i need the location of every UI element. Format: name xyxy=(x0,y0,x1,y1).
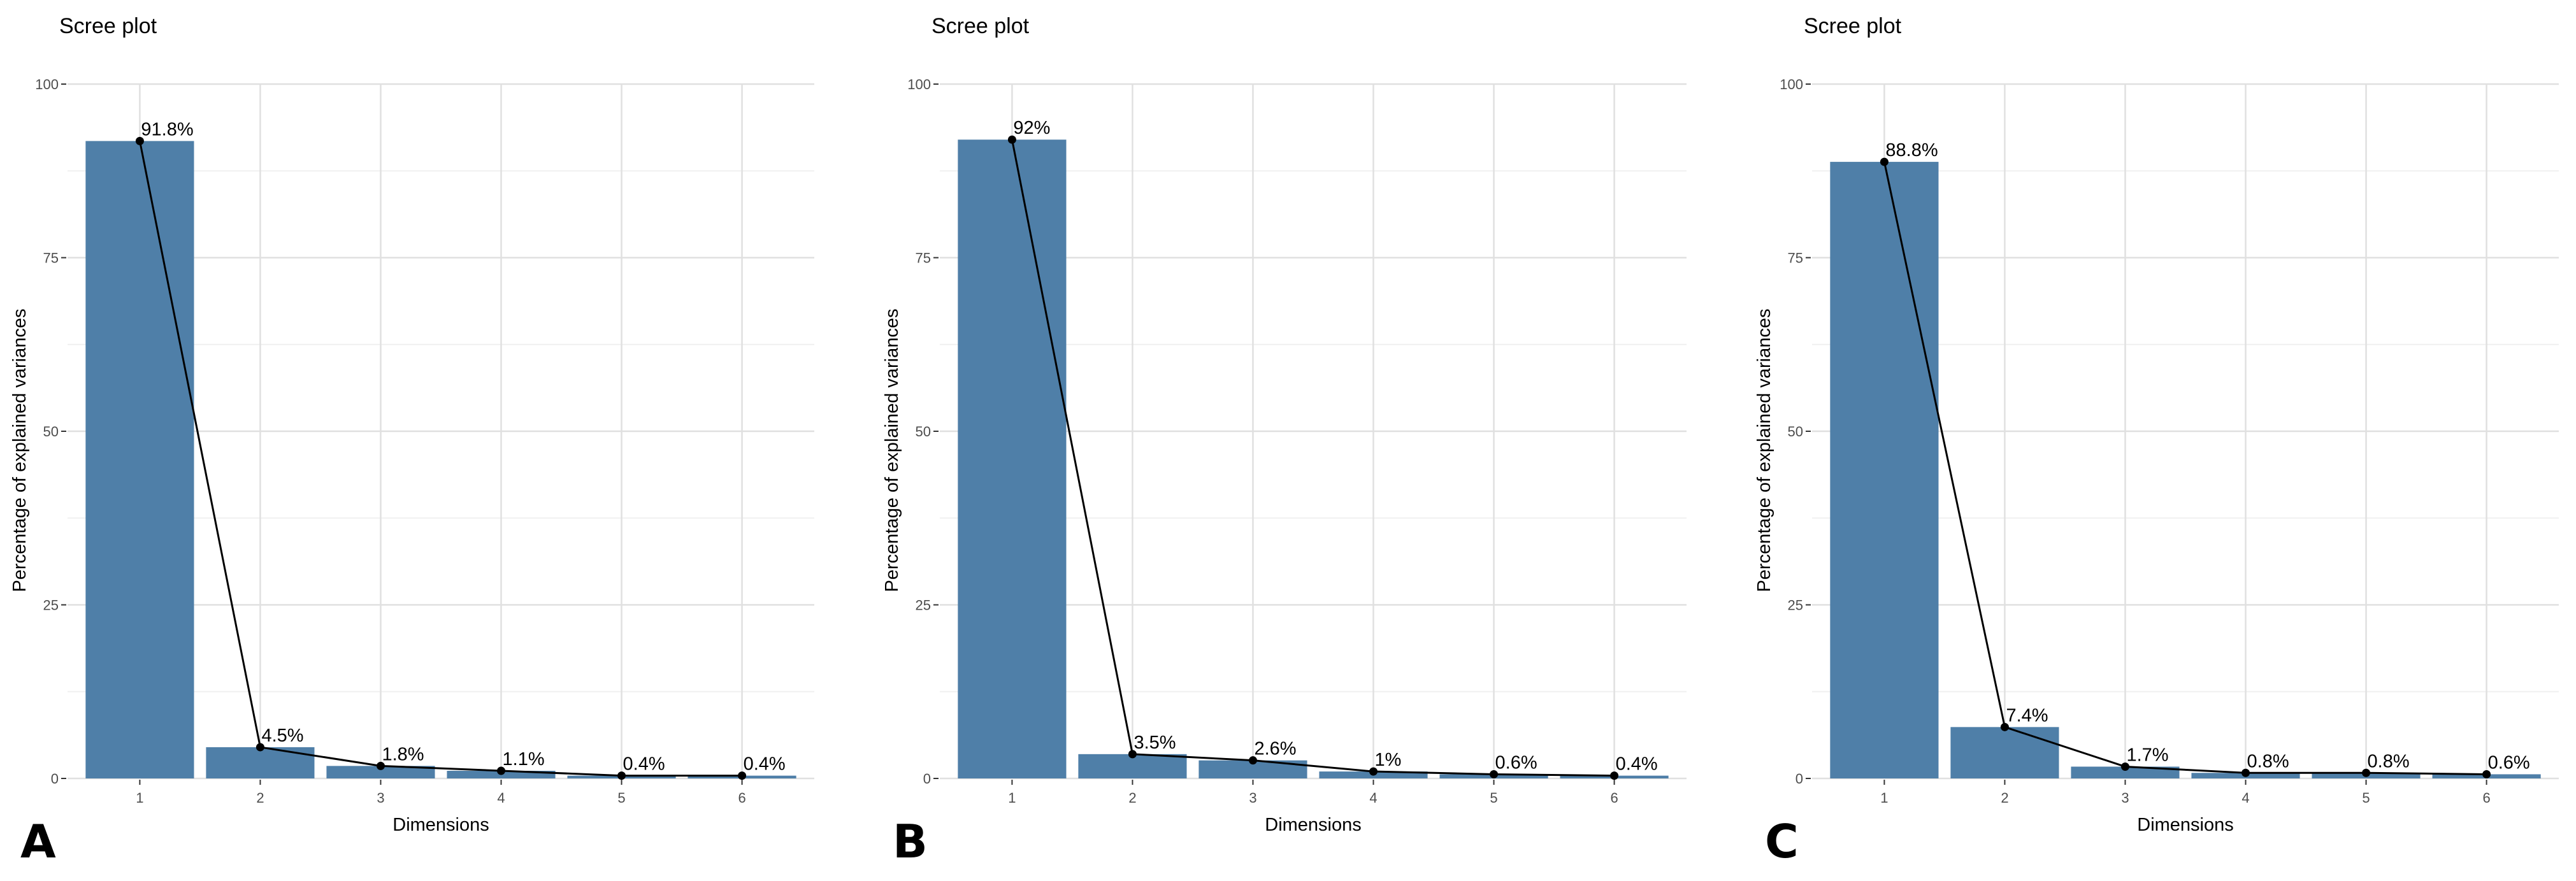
y-tick-label: 75 xyxy=(1788,250,1803,266)
value-label-dim-3: 1.7% xyxy=(2126,745,2168,765)
bar-dim-2 xyxy=(206,747,315,778)
x-tick-label: 3 xyxy=(2121,790,2129,806)
y-tick-label: 25 xyxy=(1788,598,1803,613)
value-label-dim-2: 7.4% xyxy=(2006,705,2048,726)
point-dim-6 xyxy=(1610,771,1619,780)
value-label-dim-5: 0.4% xyxy=(623,754,665,775)
point-dim-2 xyxy=(2000,722,2009,731)
bar-dim-1 xyxy=(85,141,194,778)
point-dim-5 xyxy=(1490,770,1499,778)
panel-letter: C xyxy=(1765,815,1799,868)
value-label-dim-1: 91.8% xyxy=(141,119,193,140)
value-label-dim-2: 4.5% xyxy=(261,726,303,746)
point-dim-2 xyxy=(255,743,264,752)
point-dim-4 xyxy=(1369,767,1378,776)
scree-panel-b: 0 25 50 75 100 92% 3.5% 2.6% 1% 0.6% 0.4% 1 2 3 4 5 6 Scr… xyxy=(882,14,1687,868)
y-tick-label: 50 xyxy=(1788,424,1803,440)
y-axis-label: Percentage of explained variances xyxy=(1754,309,1774,592)
variance-line xyxy=(1883,161,2487,775)
panel-letter: B xyxy=(893,815,928,868)
point-dim-5 xyxy=(617,771,626,780)
y-tick-label: 100 xyxy=(907,76,931,92)
point-dim-3 xyxy=(376,761,385,770)
scree-panel-c: 0 25 50 75 100 88.8% 7.4% 1.7% 0.8% 0.8% 0.6% 1 2 3 4 5… xyxy=(1754,14,2559,868)
panel-letter: A xyxy=(20,815,56,868)
value-label-dim-4: 1% xyxy=(1375,750,1402,770)
value-label-dim-6: 0.4% xyxy=(744,754,786,775)
x-tick-label: 4 xyxy=(1369,790,1377,806)
value-label-dim-1: 88.8% xyxy=(1885,140,1938,161)
chart-title: Scree plot xyxy=(932,14,1030,38)
bar-dim-3 xyxy=(2071,766,2180,778)
value-label-dim-1: 92% xyxy=(1013,118,1050,138)
point-dim-5 xyxy=(2362,768,2371,777)
bar-dim-2 xyxy=(1950,727,2059,778)
value-label-dim-2: 3.5% xyxy=(1133,733,1176,753)
point-dim-3 xyxy=(1248,756,1257,765)
y-tick-label: 100 xyxy=(35,76,59,92)
point-dim-1 xyxy=(1880,157,1889,166)
point-dim-3 xyxy=(2120,762,2129,771)
point-dim-4 xyxy=(497,766,506,775)
x-tick-label: 6 xyxy=(738,790,745,806)
value-label-dim-3: 2.6% xyxy=(1254,739,1296,759)
x-tick-label: 5 xyxy=(617,790,625,806)
y-tick-label: 100 xyxy=(1780,76,1803,92)
x-tick-label: 1 xyxy=(1880,790,1888,806)
y-axis-label: Percentage of explained variances xyxy=(10,309,30,592)
x-tick-label: 1 xyxy=(1008,790,1016,806)
x-tick-label: 3 xyxy=(377,790,384,806)
x-axis-label: Dimensions xyxy=(2137,815,2234,835)
chart-title: Scree plot xyxy=(1804,14,1902,38)
bar-dim-3 xyxy=(326,766,435,778)
y-tick-label: 75 xyxy=(43,250,59,266)
value-label-dim-6: 0.4% xyxy=(1616,754,1658,775)
y-axis-label: Percentage of explained variances xyxy=(882,309,902,592)
x-tick-label: 3 xyxy=(1249,790,1256,806)
scree-panel-a: 0 25 50 75 100 91.8% 4.5% 1.8% 1.1% 0.4% 0.4% 1 2 3 4 5… xyxy=(10,14,814,868)
chart-title: Scree plot xyxy=(59,14,157,38)
x-tick-label: 2 xyxy=(256,790,264,806)
bar-dim-1 xyxy=(1830,162,1939,778)
y-tick-label: 75 xyxy=(916,250,931,266)
x-tick-label: 5 xyxy=(1490,790,1497,806)
x-tick-label: 5 xyxy=(2362,790,2370,806)
x-tick-label: 4 xyxy=(2241,790,2249,806)
variance-line xyxy=(138,141,742,777)
x-axis-label: Dimensions xyxy=(392,815,489,835)
point-dim-6 xyxy=(2482,770,2491,778)
y-tick-label: 25 xyxy=(43,598,59,613)
y-tick-label: 50 xyxy=(43,424,59,440)
y-tick-label: 25 xyxy=(916,598,931,613)
y-tick-label: 0 xyxy=(51,771,59,787)
value-label-dim-5: 0.8% xyxy=(2368,751,2410,771)
point-dim-4 xyxy=(2241,768,2250,777)
point-dim-1 xyxy=(1007,135,1016,144)
value-label-dim-4: 1.1% xyxy=(503,749,545,770)
value-label-dim-6: 0.6% xyxy=(2488,752,2530,773)
x-tick-label: 1 xyxy=(136,790,143,806)
x-tick-label: 2 xyxy=(2001,790,2008,806)
x-tick-label: 2 xyxy=(1128,790,1136,806)
x-axis-label: Dimensions xyxy=(1265,815,1362,835)
value-label-dim-5: 0.6% xyxy=(1495,752,1537,773)
x-tick-label: 4 xyxy=(497,790,505,806)
point-dim-2 xyxy=(1128,750,1137,759)
point-dim-6 xyxy=(738,771,747,780)
bar-dim-1 xyxy=(958,140,1067,778)
value-label-dim-3: 1.8% xyxy=(382,744,424,764)
point-dim-1 xyxy=(135,136,144,145)
variance-line xyxy=(1011,139,1615,777)
x-tick-label: 6 xyxy=(1610,790,1618,806)
y-tick-label: 50 xyxy=(916,424,931,440)
y-tick-label: 0 xyxy=(923,771,931,787)
x-tick-label: 6 xyxy=(2482,790,2490,806)
y-tick-label: 0 xyxy=(1795,771,1803,787)
value-label-dim-4: 0.8% xyxy=(2247,751,2289,771)
